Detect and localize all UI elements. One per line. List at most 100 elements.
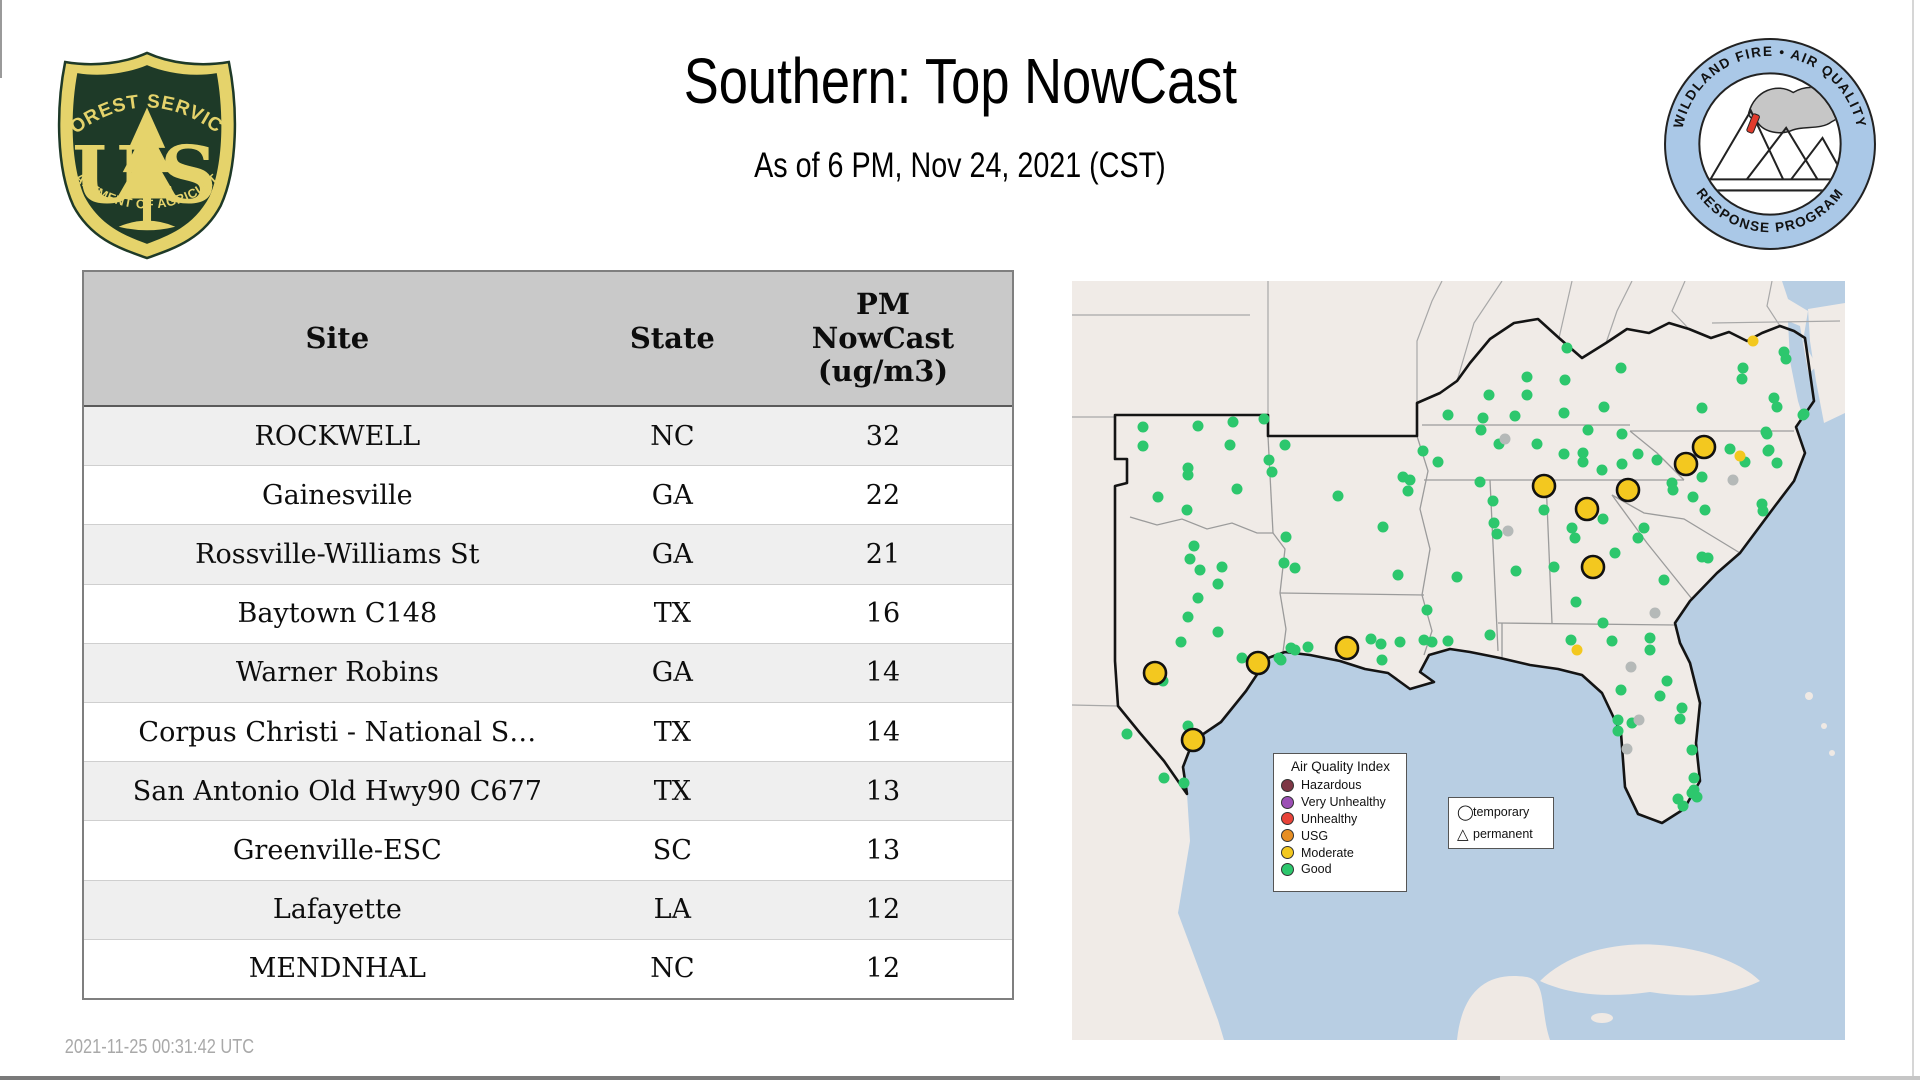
monitor-dot-good [1188, 540, 1200, 552]
monitor-dot-good [1332, 490, 1344, 502]
aqi-legend-label: Good [1301, 862, 1332, 877]
temporary-symbol-icon: ◯ [1457, 803, 1474, 821]
monitor-dot-good [1280, 531, 1292, 543]
monitor-dot-good [1212, 578, 1224, 590]
monitor-dot-good [1487, 495, 1499, 507]
monitor-dot-good [1570, 596, 1582, 608]
monitor-dot-good [1442, 409, 1454, 421]
island [1821, 723, 1827, 729]
monitor-dot-good [1736, 373, 1748, 385]
monitor-dot-good [1762, 445, 1774, 457]
monitor-dot-nodata [1633, 714, 1645, 726]
monitor-dot-good [1531, 438, 1543, 450]
monitor-dot-good [1768, 392, 1780, 404]
site-type-row: ◯ temporary [1457, 801, 1549, 823]
monitor-dot-good [1696, 402, 1708, 414]
monitor-dot-moderate-top-site [1615, 477, 1641, 503]
table-row: MENDNHAL NC 12 [84, 939, 1012, 998]
monitor-dot-good [1632, 532, 1644, 544]
aqi-color-dot-icon [1281, 812, 1294, 826]
monitor-dot-good [1212, 626, 1224, 638]
aqi-markers [1121, 335, 1810, 812]
monitor-dot-good [1696, 471, 1708, 483]
monitor-dot-moderate [1747, 335, 1759, 347]
pine-tree-icon [116, 107, 178, 231]
header: Southern: Top NowCast As of 6 PM, Nov 24… [260, 44, 1660, 186]
monitor-dot-good [1278, 557, 1290, 569]
value-cell: 16 [865, 598, 901, 630]
monitor-dot-good [1158, 772, 1170, 784]
monitor-dot-good [1137, 421, 1149, 433]
monitor-dot-nodata [1621, 743, 1633, 755]
aqi-color-dot-icon [1281, 846, 1294, 860]
monitor-dot-good [1615, 362, 1627, 374]
wfaqrp-circle-icon: WILDLAND FIRE • AIR QUALITY RESPONSE PRO… [1664, 38, 1876, 250]
monitor-dot-good [1376, 654, 1388, 666]
monitor-dot-good [1658, 574, 1670, 586]
aqi-legend-label: USG [1301, 828, 1329, 843]
land-mainland [1072, 281, 1817, 1040]
monitor-dot-good [1582, 424, 1594, 436]
state-borders-outside [1072, 281, 1841, 707]
monitor-dot-good [1606, 635, 1618, 647]
monitor-dot-good [1275, 654, 1287, 666]
table-row: Greenville-ESC SC 13 [84, 821, 1012, 881]
site-cell: Greenville-ESC [232, 834, 442, 866]
aqi-legend-item: USG [1281, 827, 1400, 844]
monitor-dot-good [1686, 744, 1698, 756]
monitor-dot-good [1561, 342, 1573, 354]
yucatan [1457, 975, 1550, 1040]
monitor-dot-good [1258, 413, 1270, 425]
site-column-header: Site [305, 321, 370, 355]
monitor-dot-good [1289, 562, 1301, 574]
monitor-dot-good [1394, 636, 1406, 648]
monitor-dot-good [1577, 447, 1589, 459]
table-row: Corpus Christi - National S… TX 14 [84, 702, 1012, 763]
monitor-dot-good [1231, 483, 1243, 495]
monitor-dot-good [1667, 484, 1679, 496]
monitor-dot-good [1702, 552, 1714, 564]
monitor-dot-moderate-top-site [1142, 660, 1168, 686]
aqi-legend-item: Good [1281, 861, 1400, 878]
site-type-row: △ permanent [1457, 823, 1549, 845]
page-title: Southern: Top NowCast [683, 45, 1237, 117]
aqi-color-dot-icon [1281, 778, 1294, 792]
monitor-dot-moderate-top-site [1580, 554, 1606, 580]
monitor-dot-good [1597, 617, 1609, 629]
monitor-dot-good [1559, 374, 1571, 386]
monitor-dot-good [1477, 412, 1489, 424]
monitor-dot-good [1289, 644, 1301, 656]
value-cell: 13 [865, 834, 901, 866]
monitor-dot-good [1483, 389, 1495, 401]
monitor-dot-good [1699, 504, 1711, 516]
svg-text:U: U [72, 129, 141, 222]
monitor-dot-moderate-top-site [1673, 451, 1699, 477]
state-column-header: State [629, 321, 715, 355]
monitor-dot-good [1609, 547, 1621, 559]
value-cell: 21 [865, 538, 901, 570]
monitor-dot-good [1451, 571, 1463, 583]
state-cell: TX [653, 775, 691, 807]
monitor-dot-nodata [1649, 607, 1661, 619]
state-cell: TX [653, 716, 691, 748]
monitor-dot-good [1687, 491, 1699, 503]
state-cell: LA [653, 894, 692, 926]
monitor-dot-nodata [1727, 474, 1739, 486]
state-cell: SC [652, 834, 692, 866]
monitor-dot-good [1216, 561, 1228, 573]
value-cell: 12 [865, 894, 901, 926]
monitor-dot-good [1644, 644, 1656, 656]
monitor-dot-good [1566, 522, 1578, 534]
monitor-dot-good [1577, 456, 1589, 468]
monitor-dot-good [1612, 714, 1624, 726]
monitor-dot-good [1178, 777, 1190, 789]
site-type-legend: ◯ temporary △ permanent [1448, 797, 1554, 849]
table-body: ROCKWELL NC 32 Gainesville GA 22 Rossville-Wil… [84, 407, 1012, 998]
monitor-dot-good [1302, 641, 1314, 653]
window-edge-left [0, 0, 2, 78]
table-row: Rossville-Williams St GA 21 [84, 525, 1012, 585]
monitor-dot-good [1677, 800, 1689, 812]
smoke-icon [1747, 86, 1840, 134]
table-header: Site State PM NowCast (ug/m3) [84, 272, 1012, 407]
aqi-color-dot-icon [1281, 829, 1294, 843]
